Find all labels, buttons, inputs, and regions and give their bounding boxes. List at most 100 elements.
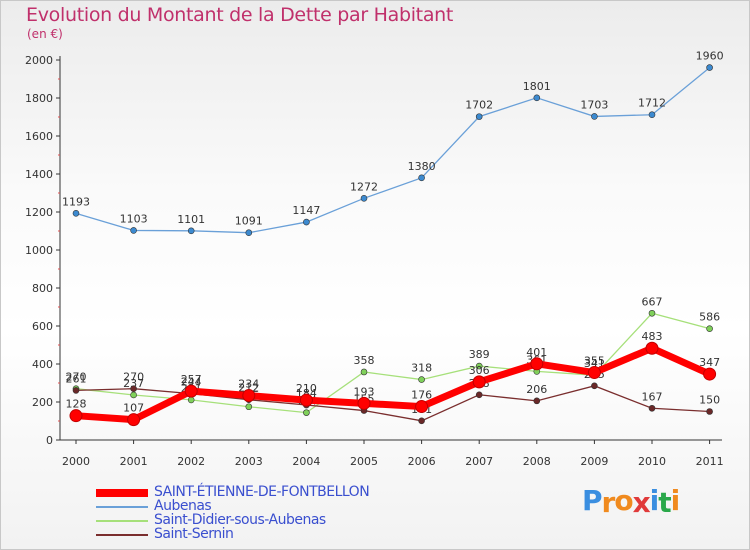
- data-label: 176: [411, 389, 432, 402]
- data-point: [475, 113, 483, 120]
- legend-swatch-saint-etienne: [96, 489, 148, 497]
- data-label: 206: [526, 383, 547, 396]
- data-label: 347: [699, 356, 720, 369]
- data-label: 128: [66, 398, 87, 411]
- data-label: 1091: [235, 215, 263, 228]
- data-label: 1272: [350, 180, 378, 193]
- data-point: [418, 376, 425, 383]
- data-label: 257: [181, 373, 202, 386]
- data-label: 237: [123, 377, 144, 390]
- data-label: 1702: [465, 99, 493, 112]
- data-label: 586: [699, 311, 720, 324]
- data-point: [72, 387, 80, 394]
- data-point: [187, 396, 195, 404]
- data-label: 1703: [580, 98, 608, 111]
- x-tick-label: 2009: [580, 455, 608, 468]
- data-label: 167: [642, 390, 663, 403]
- data-label: 1712: [638, 97, 666, 110]
- legend-swatch-aubenas: [96, 506, 148, 508]
- data-point: [245, 403, 253, 411]
- data-point: [360, 368, 368, 376]
- data-label: 1380: [408, 160, 436, 173]
- legend-swatch-saint-sernin: [96, 534, 148, 536]
- data-point: [187, 227, 195, 235]
- data-label: 270: [123, 371, 144, 384]
- legend-label-saint-etienne: SAINT-ÉTIENNE-DE-FONTBELLON: [154, 484, 370, 500]
- data-point: [245, 229, 253, 237]
- data-label: 1147: [292, 204, 320, 217]
- data-point: [648, 111, 656, 119]
- x-tick-label: 2005: [350, 455, 378, 468]
- data-point: [703, 367, 717, 381]
- series-1: 1193 1103 1101 1091 1147 1272 1380 1702 1801 1703…: [62, 50, 724, 237]
- data-point: [475, 362, 483, 370]
- x-tick-label: 2011: [696, 455, 724, 468]
- data-point: [242, 389, 256, 403]
- data-point: [472, 375, 486, 389]
- proxiti-letter: o: [614, 484, 633, 517]
- y-tick-label: 0: [46, 434, 53, 447]
- data-point: [533, 94, 541, 102]
- data-label: 667: [642, 295, 663, 308]
- data-point: [706, 64, 713, 71]
- data-label: 1103: [120, 212, 148, 225]
- data-label: 306: [469, 364, 490, 377]
- data-point: [533, 397, 541, 405]
- data-point: [69, 409, 83, 423]
- data-label: 1101: [177, 213, 205, 226]
- data-point: [648, 404, 656, 412]
- data-label: 234: [238, 378, 259, 391]
- data-label: 1193: [62, 195, 90, 208]
- data-point: [530, 357, 544, 371]
- data-point: [303, 218, 310, 226]
- y-tick-label: 1400: [25, 168, 53, 181]
- chart-title: Evolution du Montant de la Dette par Hab…: [26, 4, 454, 26]
- x-tick-label: 2006: [408, 455, 436, 468]
- data-point: [72, 210, 80, 217]
- data-point: [475, 391, 483, 399]
- data-label: 270: [66, 371, 87, 384]
- legend-swatch-saint-didier: [96, 520, 148, 522]
- data-point: [648, 309, 656, 317]
- data-label: 193: [354, 385, 375, 398]
- y-tick-label: 200: [32, 396, 53, 409]
- series-line: [72, 344, 714, 424]
- legend-label-saint-didier: Saint-Didier-sous-Aubenas: [154, 512, 326, 528]
- x-tick-label: 2004: [292, 455, 320, 468]
- data-label: 358: [354, 354, 375, 367]
- data-point: [591, 113, 598, 120]
- data-point: [357, 396, 371, 410]
- proxiti-letter: i: [670, 484, 681, 517]
- data-label: 150: [699, 394, 720, 407]
- data-point: [130, 385, 137, 393]
- y-tick-label: 1200: [25, 206, 53, 219]
- proxiti-letter: P: [582, 484, 603, 517]
- data-point: [184, 384, 198, 398]
- series-2: 270237211175144358318389361341667586: [66, 295, 720, 416]
- series-0: 128 107 257 234 210 193 176 306 401 355 483 347: [66, 330, 720, 427]
- y-tick-label: 1800: [25, 92, 53, 105]
- data-point: [127, 413, 141, 427]
- data-label: 318: [411, 362, 432, 375]
- proxiti-letter: t: [658, 486, 671, 519]
- proxiti-letter: i: [649, 484, 660, 517]
- series-line: [75, 67, 711, 234]
- x-tick-label: 2007: [465, 455, 493, 468]
- y-tick-label: 1600: [25, 130, 53, 143]
- data-point: [706, 408, 713, 415]
- data-point: [418, 417, 425, 425]
- data-point: [130, 227, 137, 234]
- data-label: 261: [66, 372, 87, 385]
- y-tick-label: 800: [32, 282, 53, 295]
- x-tick-label: 2002: [177, 455, 205, 468]
- data-label: 212: [238, 382, 259, 395]
- x-tick-label: 2010: [638, 455, 666, 468]
- x-tick-label: 2008: [523, 455, 551, 468]
- data-label: 483: [642, 330, 663, 343]
- x-tick-label: 2001: [120, 455, 148, 468]
- legend-label-aubenas: Aubenas: [154, 498, 212, 514]
- data-point: [706, 325, 713, 332]
- data-label: 107: [123, 402, 144, 415]
- data-label: 389: [469, 348, 490, 361]
